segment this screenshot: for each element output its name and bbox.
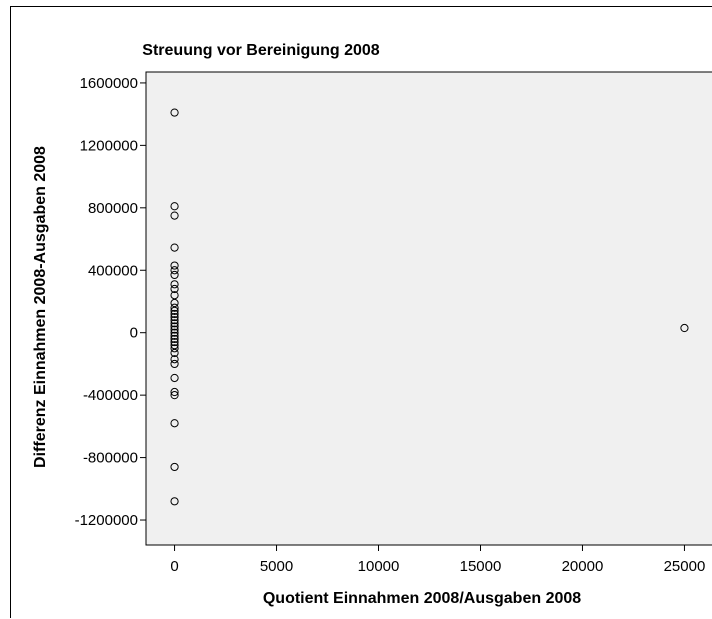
x-axis-ticks: 0 5000 10000 15000 20000 25000 (170, 545, 705, 575)
x-tick-label: 20000 (562, 558, 604, 575)
data-point (170, 391, 179, 400)
y-axis-label: Differenz Einnahmen 2008-Ausgaben 2008 (32, 146, 49, 468)
data-point (170, 344, 179, 353)
data-point (170, 359, 179, 369)
data-point (170, 373, 179, 383)
x-tick-label: 10000 (358, 558, 400, 575)
data-point (170, 387, 179, 397)
data-point (170, 309, 179, 319)
data-point (170, 325, 179, 334)
plot-area (145, 71, 712, 546)
y-tick-label: 400000 (88, 262, 138, 279)
data-point (170, 462, 179, 472)
y-tick-label: 1600000 (80, 75, 138, 92)
x-tick-label: 5000 (260, 558, 293, 575)
data-point (170, 211, 179, 220)
data-point (170, 331, 179, 340)
data-point (170, 270, 179, 280)
data-point (170, 334, 179, 344)
data-point (170, 280, 179, 289)
data-point (170, 266, 179, 275)
y-axis-ticks: 1600000 1200000 800000 400000 0 -400000 -80000… (75, 75, 146, 529)
data-point (170, 291, 179, 300)
y-tick-label: -1200000 (75, 512, 138, 529)
data-point (170, 348, 179, 358)
y-tick-label: 0 (130, 325, 138, 342)
chart-title: Streuung vor Bereinigung 2008 (142, 42, 379, 59)
data-point (170, 319, 179, 328)
data-point (170, 337, 179, 347)
data-point (170, 108, 179, 117)
data-point (170, 322, 179, 331)
data-point (170, 261, 179, 270)
x-axis-label: Quotient Einnahmen 2008/Ausgaben 2008 (263, 590, 581, 607)
data-point (170, 243, 179, 252)
x-tick-label: 0 (170, 558, 178, 575)
data-point (170, 355, 179, 364)
data-point (170, 341, 179, 350)
data-points (170, 108, 689, 506)
data-point (680, 323, 689, 333)
x-tick-label: 15000 (460, 558, 502, 575)
y-tick-label: -400000 (83, 387, 138, 404)
data-point (170, 316, 179, 325)
data-point (170, 298, 179, 308)
y-tick-label: 800000 (88, 200, 138, 217)
data-point (170, 497, 179, 506)
data-point (170, 284, 179, 294)
data-point (170, 202, 179, 211)
data-point (170, 306, 179, 315)
data-point (170, 312, 179, 322)
chart-frame: Streuung vor Bereinigung 2008 1600000 120… (10, 6, 712, 618)
scatter-chart: Streuung vor Bereinigung 2008 1600000 120… (32, 42, 712, 607)
y-tick-label: 1200000 (80, 137, 138, 154)
data-point (170, 303, 179, 312)
y-tick-label: -800000 (83, 450, 138, 467)
data-point (170, 328, 179, 337)
data-point (170, 419, 179, 428)
x-tick-label: 25000 (664, 558, 706, 575)
